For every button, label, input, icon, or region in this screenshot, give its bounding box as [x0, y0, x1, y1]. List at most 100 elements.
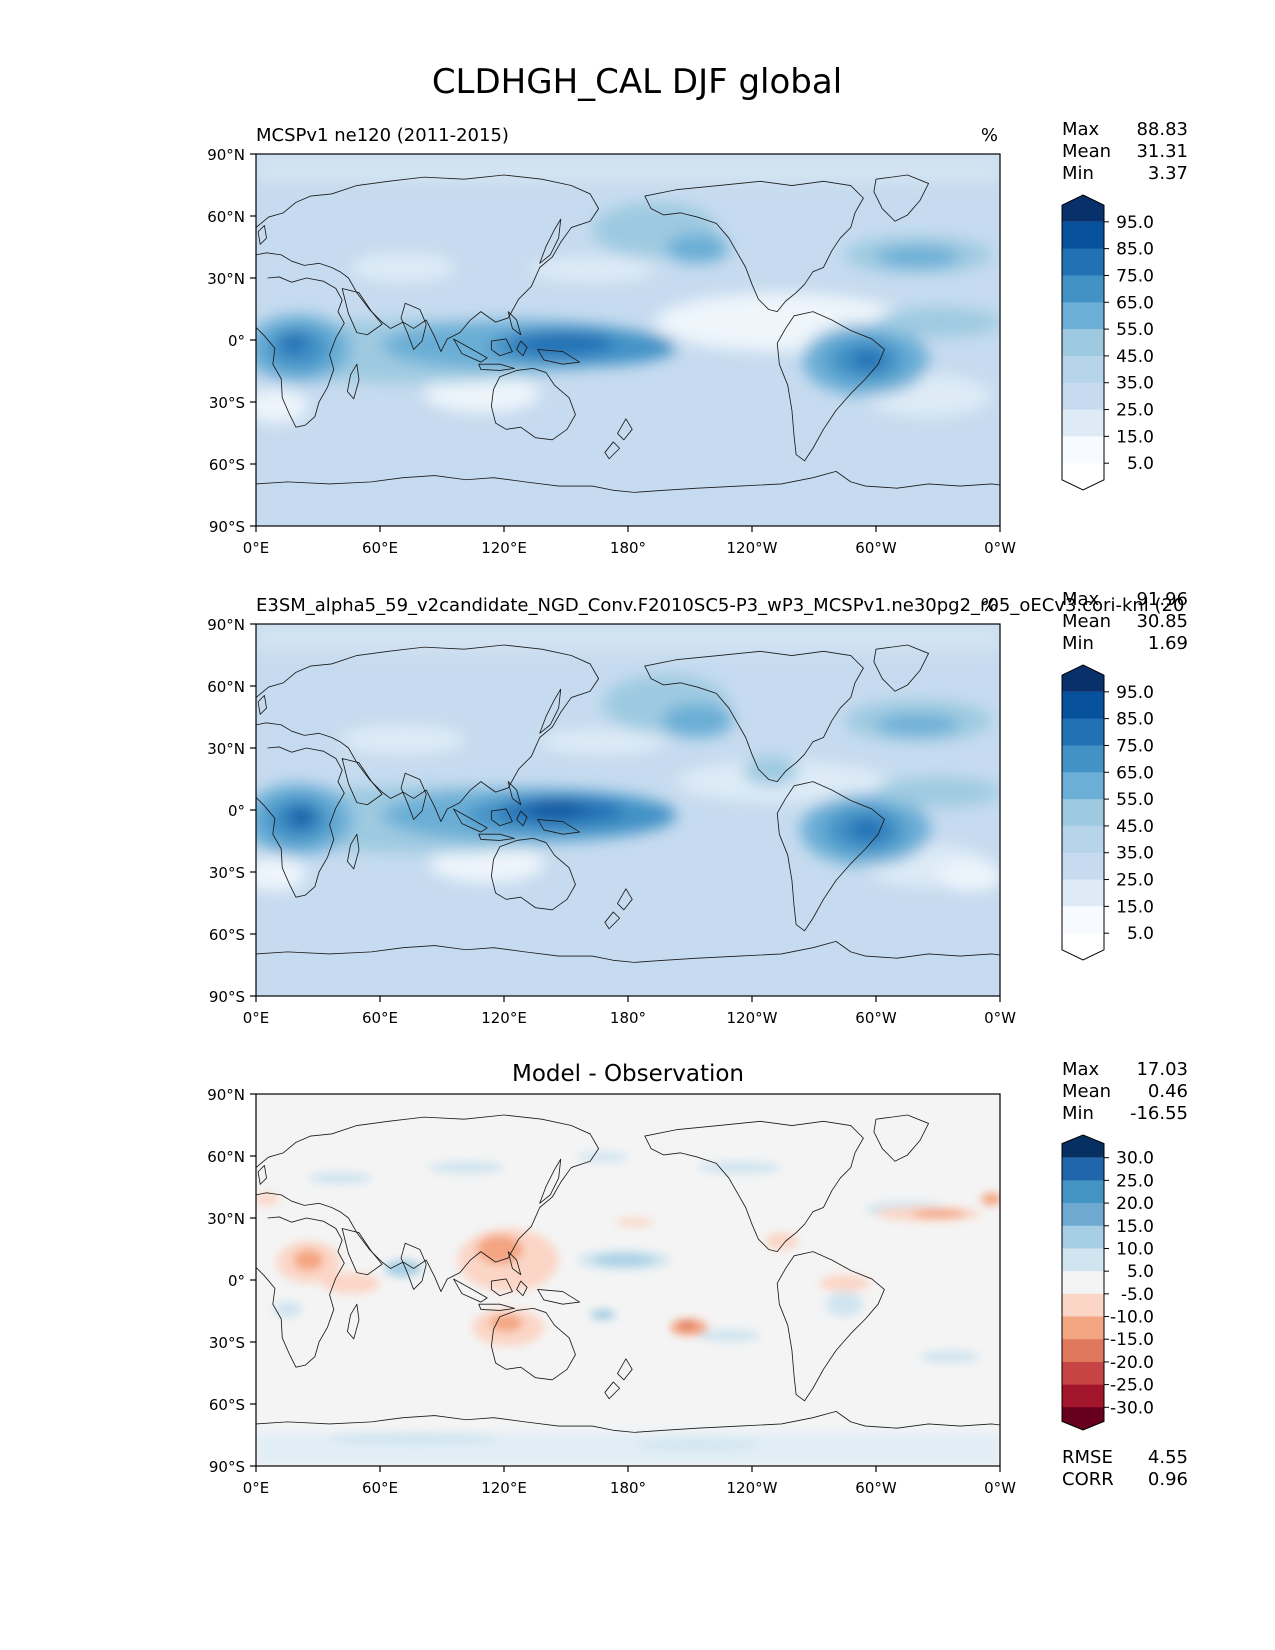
- panel-difference: Model - Observation Max 17.03 Mean 0.46 …: [207, 1059, 1188, 1497]
- colorbar-tick-label: 15.0: [1116, 1217, 1154, 1237]
- lon-tick-label: 120°E: [481, 539, 527, 557]
- lat-tick-label: 90°S: [209, 1458, 245, 1476]
- colorbar-tick-label: 35.0: [1116, 844, 1154, 864]
- panel-reference: MCSPv1 ne120 (2011-2015) % Max 88.83 Mea…: [207, 119, 1188, 557]
- lat-tick-label: 0°: [228, 332, 245, 350]
- colorbar-tick-label: -20.0: [1110, 1353, 1154, 1373]
- stat-value-min: 3.37: [1148, 163, 1188, 184]
- lon-tick-label: 180°: [610, 1009, 646, 1027]
- lon-tick-label: 60°W: [855, 1479, 897, 1497]
- colorbar-tick-label: 75.0: [1116, 736, 1154, 756]
- stats-block: Max 88.83 Mean 31.31 Min 3.37: [1062, 119, 1188, 184]
- colorbar-segment: [1062, 772, 1104, 800]
- map-plot: [255, 153, 1001, 527]
- lon-tick-label: 60°W: [855, 539, 897, 557]
- lat-tick-label: 30°S: [209, 864, 245, 882]
- lon-tick-label: 0°W: [984, 539, 1016, 557]
- lat-tick-label: 60°N: [207, 678, 245, 696]
- colorbar-tick-label: 5.0: [1127, 1262, 1154, 1282]
- colorbar-tick-label: 85.0: [1116, 240, 1154, 260]
- axis-ticks: 90°N 60°N 30°N 0° 30°S 60°S 90°S 0°E 60°E 120°E 18…: [207, 1086, 1016, 1497]
- stats-block: Max 91.96 Mean 30.85 Min 1.69: [1062, 589, 1188, 654]
- lon-tick-label: 120°E: [481, 1479, 527, 1497]
- colorbar-tick-label: 85.0: [1116, 710, 1154, 730]
- lat-tick-label: 90°N: [207, 1086, 245, 1104]
- stat-value-rmse: 4.55: [1148, 1447, 1188, 1468]
- colorbar-tick-label: -25.0: [1110, 1376, 1154, 1396]
- lat-tick-label: 30°S: [209, 394, 245, 412]
- stat-label-min: Min: [1062, 163, 1094, 184]
- colorbar-segment: [1062, 329, 1104, 357]
- colorbar-extend-top: [1062, 665, 1104, 692]
- lat-tick-label: 60°S: [209, 456, 245, 474]
- lon-tick-label: 60°W: [855, 1009, 897, 1027]
- colorbar-tick-label: 65.0: [1116, 763, 1154, 783]
- colorbar-tick-label: 5.0: [1127, 924, 1154, 944]
- lat-tick-label: 30°N: [207, 270, 245, 288]
- colorbar-segment: [1062, 1384, 1104, 1408]
- colorbar-outline: [1061, 1134, 1105, 1431]
- colorbar-tick-label: 25.0: [1116, 871, 1154, 891]
- colorbar-tick-label: 25.0: [1116, 1171, 1154, 1191]
- axis-ticks: 90°N 60°N 30°N 0° 30°S 60°S 90°S 0°E 60°E 120°E 18…: [207, 146, 1016, 557]
- colorbar-tick-label: -10.0: [1110, 1308, 1154, 1328]
- colorbar-tick-label: 25.0: [1116, 401, 1154, 421]
- lon-tick-label: 60°E: [362, 1479, 398, 1497]
- stat-value-mean: 30.85: [1136, 611, 1188, 632]
- colorbar-extend-top: [1062, 1135, 1104, 1158]
- colorbar-segment: [1062, 745, 1104, 773]
- stat-value-mean: 0.46: [1148, 1081, 1188, 1102]
- colorbar-tick-label: 15.0: [1116, 427, 1154, 447]
- panel-model: E3SM_alpha5_59_v2candidate_NGD_Conv.F201…: [207, 589, 1188, 1027]
- colorbar-tick-label: -5.0: [1121, 1285, 1154, 1305]
- stat-value-mean: 31.31: [1136, 141, 1188, 162]
- panel-title-left: E3SM_alpha5_59_v2candidate_NGD_Conv.F201…: [256, 595, 1184, 616]
- colorbar-tick-label: 95.0: [1116, 683, 1154, 703]
- stat-label-min: Min: [1062, 633, 1094, 654]
- colorbar-segment: [1062, 1180, 1104, 1204]
- lon-tick-label: 120°E: [481, 1009, 527, 1027]
- stat-label-rmse: RMSE: [1062, 1447, 1113, 1468]
- colorbar-extend-top: [1062, 195, 1104, 222]
- panel-units: %: [981, 125, 998, 146]
- colorbar-segment: [1062, 1339, 1104, 1363]
- stat-value-max: 88.83: [1136, 119, 1188, 140]
- colorbar-tick-label: 20.0: [1116, 1194, 1154, 1214]
- colorbar-tick-label: 5.0: [1127, 454, 1154, 474]
- colorbar-segment: [1062, 1225, 1104, 1250]
- colorbar-segment: [1062, 275, 1104, 303]
- colorbar-segment: [1062, 691, 1104, 720]
- lat-tick-label: 90°S: [209, 518, 245, 536]
- colorbar-segment: [1062, 355, 1104, 384]
- colorbar-segment: [1062, 248, 1104, 277]
- lat-tick-label: 60°S: [209, 1396, 245, 1414]
- lat-tick-label: 60°S: [209, 926, 245, 944]
- colorbar-outline: [1061, 664, 1105, 961]
- colorbar-tick-label: 15.0: [1116, 897, 1154, 917]
- colorbar-segment: [1062, 906, 1104, 934]
- colorbar-segment: [1062, 1157, 1104, 1181]
- colorbar-segment: [1062, 302, 1104, 330]
- colorbar: 95.0 85.0 75.0 65.0 55.0 45.0 35.0 25.0 15.0 5.0: [1061, 664, 1154, 961]
- colorbar-segment: [1062, 1293, 1104, 1318]
- colorbar-tick-label: 45.0: [1116, 347, 1154, 367]
- lon-tick-label: 120°W: [727, 1479, 778, 1497]
- colorbar-segment: [1062, 825, 1104, 854]
- colorbar-tick-label: 55.0: [1116, 320, 1154, 340]
- colorbar-segment: [1062, 1361, 1104, 1386]
- stat-label-mean: Mean: [1062, 141, 1111, 162]
- lon-tick-label: 0°W: [984, 1009, 1016, 1027]
- lat-tick-label: 60°N: [207, 208, 245, 226]
- colorbar-segment: [1062, 718, 1104, 747]
- figure-title: CLDHGH_CAL DJF global: [432, 62, 842, 102]
- panel-title-left: MCSPv1 ne120 (2011-2015): [256, 125, 509, 146]
- colorbar: 95.0 85.0 75.0 65.0 55.0 45.0 35.0 25.0 15.0 5.0: [1061, 194, 1154, 491]
- colorbar-segment: [1062, 221, 1104, 250]
- map-plot: [255, 623, 1001, 997]
- colorbar-segment: [1062, 1316, 1104, 1340]
- lon-tick-label: 0°E: [243, 1479, 270, 1497]
- colorbar-extend-bottom: [1062, 463, 1104, 490]
- lon-tick-label: 60°E: [362, 1009, 398, 1027]
- colorbar-tick-label: 30.0: [1116, 1149, 1154, 1169]
- colorbar-extend-bottom: [1062, 1407, 1104, 1430]
